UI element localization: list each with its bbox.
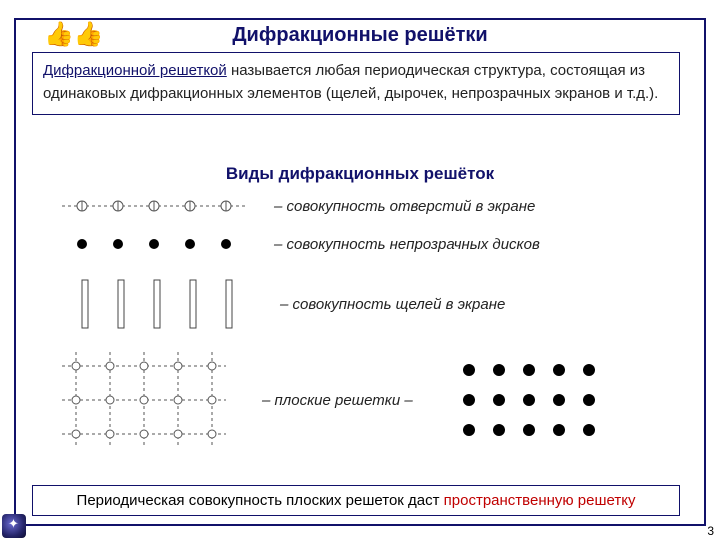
logo-icon [2, 514, 26, 538]
grating-row-holes: – совокупность отверстий в экране [62, 194, 535, 218]
diagram-holes [62, 194, 246, 218]
diagram-dots [62, 234, 246, 254]
title-text: Дифракционные решётки [232, 24, 487, 46]
page-number: 3 [707, 524, 714, 538]
diagram-slits [62, 278, 252, 330]
definition-box: Дифракционной решеткой называется любая … [32, 52, 680, 115]
slide: 👍👍 Дифракционные решётки Дифракционной р… [0, 0, 720, 540]
footer-plain: Периодическая совокупность плоских решет… [77, 492, 444, 509]
grating-row-slits: – совокупность щелей в экране [62, 278, 505, 330]
caption-holes: – совокупность отверстий в экране [274, 198, 535, 215]
diagram-grid-open [62, 352, 226, 448]
caption-dots: – совокупность непрозрачных дисков [274, 236, 540, 253]
diagram-grid-filled [459, 360, 599, 440]
definition-lead: Дифракционной решеткой [43, 62, 227, 79]
grating-row-dots: – совокупность непрозрачных дисков [62, 234, 540, 254]
footer-accent: пространственную решетку [444, 492, 636, 509]
subtitle-text: Виды дифракционных решёток [226, 164, 494, 183]
caption-slits: – совокупность щелей в экране [280, 296, 505, 313]
slide-title: Дифракционные решётки [0, 24, 720, 47]
caption-planar: – плоские решетки – [262, 392, 413, 409]
grating-row-planar: – плоские решетки – [62, 352, 599, 448]
subtitle: Виды дифракционных решёток [0, 164, 720, 184]
footer-box: Периодическая совокупность плоских решет… [32, 485, 680, 516]
